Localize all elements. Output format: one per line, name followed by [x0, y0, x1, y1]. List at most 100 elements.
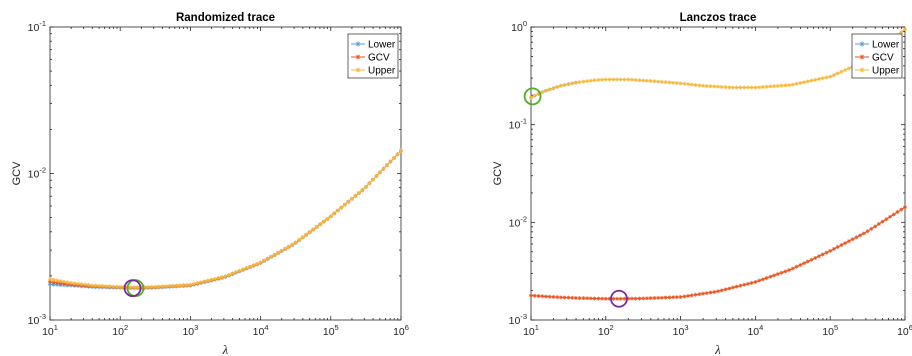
data-point [674, 81, 679, 86]
data-point [749, 85, 754, 90]
data-point [659, 295, 664, 300]
y-axis-label-lanczos: GCV [492, 161, 504, 186]
data-point [558, 295, 563, 300]
data-point [846, 239, 851, 244]
data-point [742, 282, 747, 287]
data-point [891, 212, 896, 217]
data-point [332, 211, 337, 216]
x-tick-label: 103 [673, 323, 689, 338]
data-point [367, 181, 372, 186]
legend-marker-upper [355, 67, 361, 73]
series-lines-randomized [48, 148, 403, 291]
data-point [869, 226, 874, 231]
data-point [297, 237, 302, 242]
data-point [828, 74, 833, 79]
data-point [779, 83, 784, 88]
data-point [719, 84, 724, 89]
data-point [395, 152, 400, 157]
data-point [219, 275, 224, 280]
data-point [727, 286, 732, 291]
data-point [820, 76, 825, 81]
data-point [802, 261, 807, 266]
data-point [723, 85, 728, 90]
x-axis-label-randomized: λ [222, 342, 229, 356]
data-point [241, 267, 246, 272]
data-point [258, 260, 263, 265]
data-point [768, 274, 773, 279]
data-point [370, 177, 375, 182]
data-point [790, 82, 795, 87]
data-point [903, 27, 907, 32]
data-point [775, 272, 780, 277]
data-point [592, 78, 597, 83]
data-point [48, 277, 52, 282]
data-point [132, 285, 137, 290]
data-point [566, 295, 571, 300]
x-tick-label: 101 [523, 323, 539, 338]
data-point [51, 280, 56, 285]
data-point [58, 279, 63, 284]
data-point [734, 284, 739, 289]
x-tick-label: 102 [112, 323, 128, 338]
data-point [618, 77, 623, 82]
data-point [895, 209, 900, 214]
data-point [816, 254, 821, 259]
data-point [768, 84, 773, 89]
data-point [76, 281, 81, 286]
data-point [712, 289, 717, 294]
data-point [205, 278, 210, 283]
data-point [543, 294, 548, 299]
data-point [48, 282, 52, 287]
data-point [652, 79, 657, 84]
data-point [596, 77, 601, 82]
data-point [742, 85, 747, 90]
legend-lanczos: Lower GCV Upper [851, 33, 903, 79]
data-point [798, 81, 803, 86]
highlight-circles-randomized [123, 279, 145, 298]
data-point [764, 84, 769, 89]
data-point [118, 284, 123, 289]
data-point [854, 235, 859, 240]
data-point [581, 79, 586, 84]
legend-marker-gcv [859, 54, 865, 60]
data-point [783, 83, 788, 88]
data-point [716, 289, 720, 294]
plot-area-randomized [49, 26, 402, 321]
data-point [783, 269, 788, 274]
axis-ticks-randomized: 101 102 103 104 105 106 10-3 10-2 10-1 [28, 19, 409, 338]
data-point [671, 80, 676, 85]
data-point [529, 95, 533, 100]
data-point [667, 295, 672, 300]
data-point [391, 155, 396, 160]
data-point [738, 283, 743, 288]
data-point [566, 82, 571, 87]
data-point [861, 231, 866, 236]
data-point [629, 296, 634, 301]
data-point [831, 246, 836, 251]
legend-marker-lower [859, 41, 865, 47]
data-point [794, 81, 799, 86]
highlight-circle [610, 289, 628, 308]
data-point [318, 222, 323, 227]
legend-label-gcv: GCV [872, 53, 894, 64]
data-point [328, 214, 333, 219]
data-point [97, 283, 102, 288]
data-point [611, 296, 616, 301]
data-point [659, 79, 664, 84]
data-point [293, 240, 298, 245]
data-point [772, 273, 777, 278]
data-point [629, 77, 634, 82]
data-point [622, 77, 627, 82]
data-point [708, 84, 713, 89]
data-point [697, 292, 702, 297]
data-point [114, 284, 119, 289]
data-point [738, 85, 743, 90]
legend-marker-gcv [355, 54, 361, 60]
data-point [286, 244, 291, 249]
data-point [90, 283, 95, 288]
data-point [388, 159, 393, 164]
data-point [216, 276, 221, 281]
data-point [547, 87, 552, 92]
data-point [745, 281, 750, 286]
data-point [234, 270, 239, 275]
